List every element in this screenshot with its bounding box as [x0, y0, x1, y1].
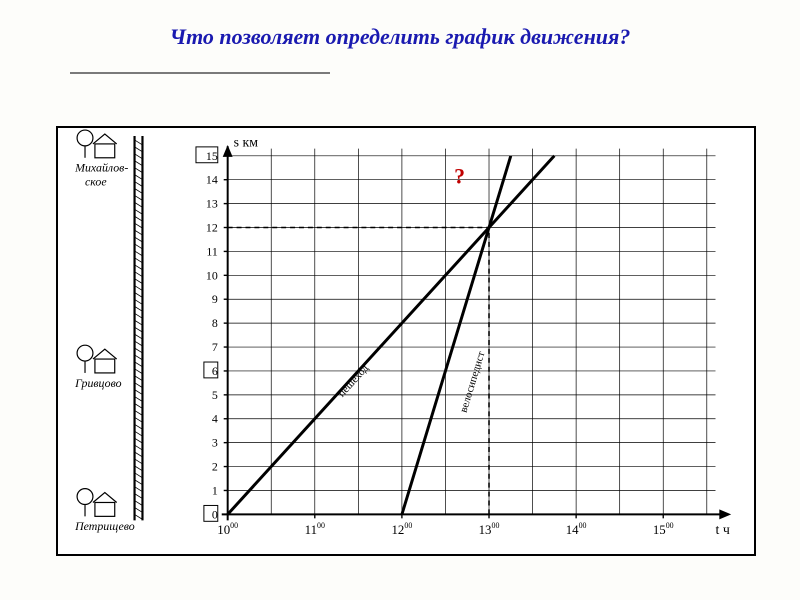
series-велосипедист	[402, 156, 511, 515]
svg-text:1: 1	[212, 483, 218, 497]
svg-text:5: 5	[212, 388, 218, 402]
chart-svg: 0123456789101112131415100011001200130014…	[58, 128, 754, 554]
title-divider	[70, 72, 330, 74]
village-icon	[77, 345, 117, 373]
svg-text:3: 3	[212, 436, 218, 450]
svg-text:1000: 1000	[217, 521, 238, 537]
svg-text:1200: 1200	[392, 521, 413, 537]
svg-text:8: 8	[212, 316, 218, 330]
svg-text:6: 6	[212, 364, 218, 378]
svg-text:1400: 1400	[566, 521, 587, 537]
village-icon	[77, 489, 117, 517]
question-mark: ?	[454, 165, 465, 189]
village-icon	[77, 130, 117, 158]
svg-text:7: 7	[212, 340, 218, 354]
svg-text:пешеход: пешеход	[336, 362, 372, 400]
svg-text:t ч: t ч	[716, 522, 730, 537]
village-label: Петрищево	[74, 519, 135, 533]
village-label: Михайлов-	[74, 161, 128, 175]
svg-text:0: 0	[212, 507, 218, 521]
slide-title: Что позволяет определить график движения…	[70, 24, 730, 50]
slide-title-area: Что позволяет определить график движения…	[0, 0, 800, 58]
series-пешеход	[228, 156, 555, 515]
svg-text:ское: ское	[85, 175, 107, 189]
village-label: Гривцово	[74, 376, 121, 390]
svg-text:велосипедист: велосипедист	[458, 350, 488, 414]
svg-text:9: 9	[212, 292, 218, 306]
svg-text:1500: 1500	[653, 521, 674, 537]
svg-text:10: 10	[206, 268, 218, 282]
svg-text:13: 13	[206, 197, 218, 211]
svg-text:1100: 1100	[305, 521, 325, 537]
svg-text:2: 2	[212, 460, 218, 474]
svg-text:14: 14	[206, 173, 218, 187]
svg-text:1300: 1300	[479, 521, 500, 537]
svg-text:15: 15	[206, 149, 218, 163]
movement-chart: 0123456789101112131415100011001200130014…	[56, 126, 756, 556]
svg-text:4: 4	[212, 412, 218, 426]
svg-text:11: 11	[206, 244, 217, 258]
svg-text:s км: s км	[234, 135, 259, 150]
svg-text:12: 12	[206, 220, 218, 234]
